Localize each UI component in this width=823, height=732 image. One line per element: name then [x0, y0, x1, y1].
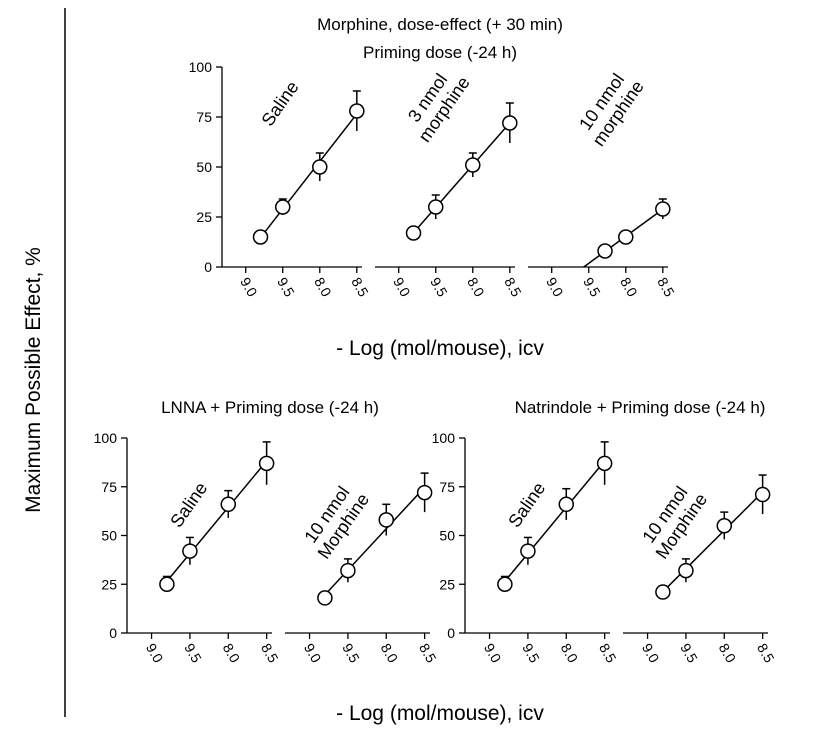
x-tick-label: 9.0	[543, 275, 567, 300]
x-tick-label: 8.0	[220, 641, 244, 666]
data-point	[258, 455, 275, 472]
group-title: Natrindole + Priming dose (-24 h)	[515, 398, 766, 417]
y-tick-label: 100	[94, 430, 118, 446]
data-point	[312, 159, 328, 175]
x-tick-label: 9.5	[181, 641, 205, 666]
data-point	[502, 115, 518, 131]
x-tick-label: 8.5	[754, 641, 778, 666]
x-tick-label: 8.5	[258, 641, 282, 666]
data-point	[182, 543, 198, 559]
x-tick-label: 8.5	[348, 275, 372, 300]
regression-line	[412, 122, 511, 234]
y-tick-label: 0	[447, 625, 455, 641]
x-axis-label: - Log (mol/mouse), icv	[336, 702, 544, 725]
data-point	[159, 576, 175, 592]
data-point	[754, 486, 771, 503]
panel-label: 3 nmolmorphine	[398, 61, 474, 145]
x-tick-label: 9.0	[237, 275, 261, 300]
group-subtitle: Priming dose (-24 h)	[363, 43, 517, 62]
x-tick-label: 9.5	[339, 641, 363, 666]
regression-line	[662, 491, 764, 593]
y-tick-label: 100	[189, 59, 213, 75]
regression-line	[324, 486, 426, 596]
data-point	[716, 518, 733, 534]
x-tick-label: 8.0	[716, 641, 740, 666]
x-axis-label: - Log (mol/mouse), icv	[336, 337, 544, 360]
group-title: Morphine, dose-effect (+ 30 min)	[317, 15, 563, 34]
data-point	[427, 199, 444, 215]
regression-line	[259, 113, 358, 239]
data-point	[405, 225, 422, 241]
y-axis-label: Maximum Possible Effect, %	[22, 247, 45, 513]
x-tick-label: 9.0	[301, 641, 325, 666]
regression-line	[166, 460, 268, 582]
x-tick-label: 8.5	[501, 275, 525, 300]
x-tick-label: 8.0	[378, 641, 402, 666]
panel-label-line: Saline	[504, 479, 549, 531]
x-tick-label: 8.0	[311, 275, 335, 300]
data-point	[317, 590, 333, 606]
data-point	[465, 157, 481, 173]
data-point	[340, 562, 356, 579]
panel-label: Saline	[166, 479, 211, 531]
x-tick-label: 9.5	[580, 275, 604, 300]
x-tick-label: 9.5	[519, 641, 543, 666]
panel-label: 10 nmolMorphine	[297, 478, 373, 562]
x-tick-label: 9.0	[481, 641, 505, 666]
x-tick-label: 9.0	[143, 641, 167, 666]
x-tick-label: 8.5	[654, 275, 678, 300]
x-tick-label: 9.5	[677, 641, 701, 666]
x-tick-label: 8.5	[596, 641, 620, 666]
x-tick-label: 9.5	[427, 275, 451, 300]
data-point	[220, 496, 237, 513]
data-point	[597, 243, 613, 259]
group-title: LNNA + Priming dose (-24 h)	[161, 398, 379, 417]
x-tick-label: 9.0	[390, 275, 414, 300]
y-tick-label: 0	[204, 259, 212, 275]
data-point	[520, 543, 536, 559]
panel-label: Saline	[258, 77, 303, 129]
data-point	[252, 229, 269, 245]
data-point	[678, 562, 694, 579]
y-tick-label: 25	[439, 576, 455, 592]
regression-line	[504, 460, 606, 582]
y-tick-label: 50	[101, 528, 117, 544]
data-point	[596, 455, 613, 472]
panel-label: Saline	[504, 479, 549, 531]
y-tick-label: 50	[439, 528, 455, 544]
data-point	[655, 201, 671, 217]
data-point	[349, 103, 365, 119]
x-tick-label: 8.0	[558, 641, 582, 666]
panel-label-line: Saline	[166, 479, 211, 531]
panel-label-line: Saline	[258, 77, 303, 129]
y-tick-label: 75	[101, 479, 117, 495]
y-tick-label: 100	[432, 430, 456, 446]
x-tick-label: 9.0	[639, 641, 663, 666]
panel-label: 10 nmolMorphine	[635, 478, 711, 562]
data-point	[416, 484, 433, 501]
x-tick-label: 8.5	[416, 641, 440, 666]
data-point	[497, 576, 513, 592]
data-point	[378, 512, 395, 528]
x-tick-label: 8.0	[617, 275, 641, 300]
data-point	[655, 584, 671, 600]
data-point	[618, 229, 634, 245]
x-tick-label: 9.5	[274, 275, 298, 300]
y-tick-label: 75	[196, 109, 212, 125]
y-tick-label: 25	[196, 209, 212, 225]
panel-label: 10 nmolmorphine	[572, 65, 648, 149]
y-tick-label: 25	[101, 576, 117, 592]
y-tick-label: 0	[109, 625, 117, 641]
y-tick-label: 50	[196, 159, 212, 175]
y-tick-label: 75	[439, 479, 455, 495]
data-point	[558, 496, 575, 513]
x-tick-label: 8.0	[464, 275, 488, 300]
data-point	[274, 199, 291, 215]
